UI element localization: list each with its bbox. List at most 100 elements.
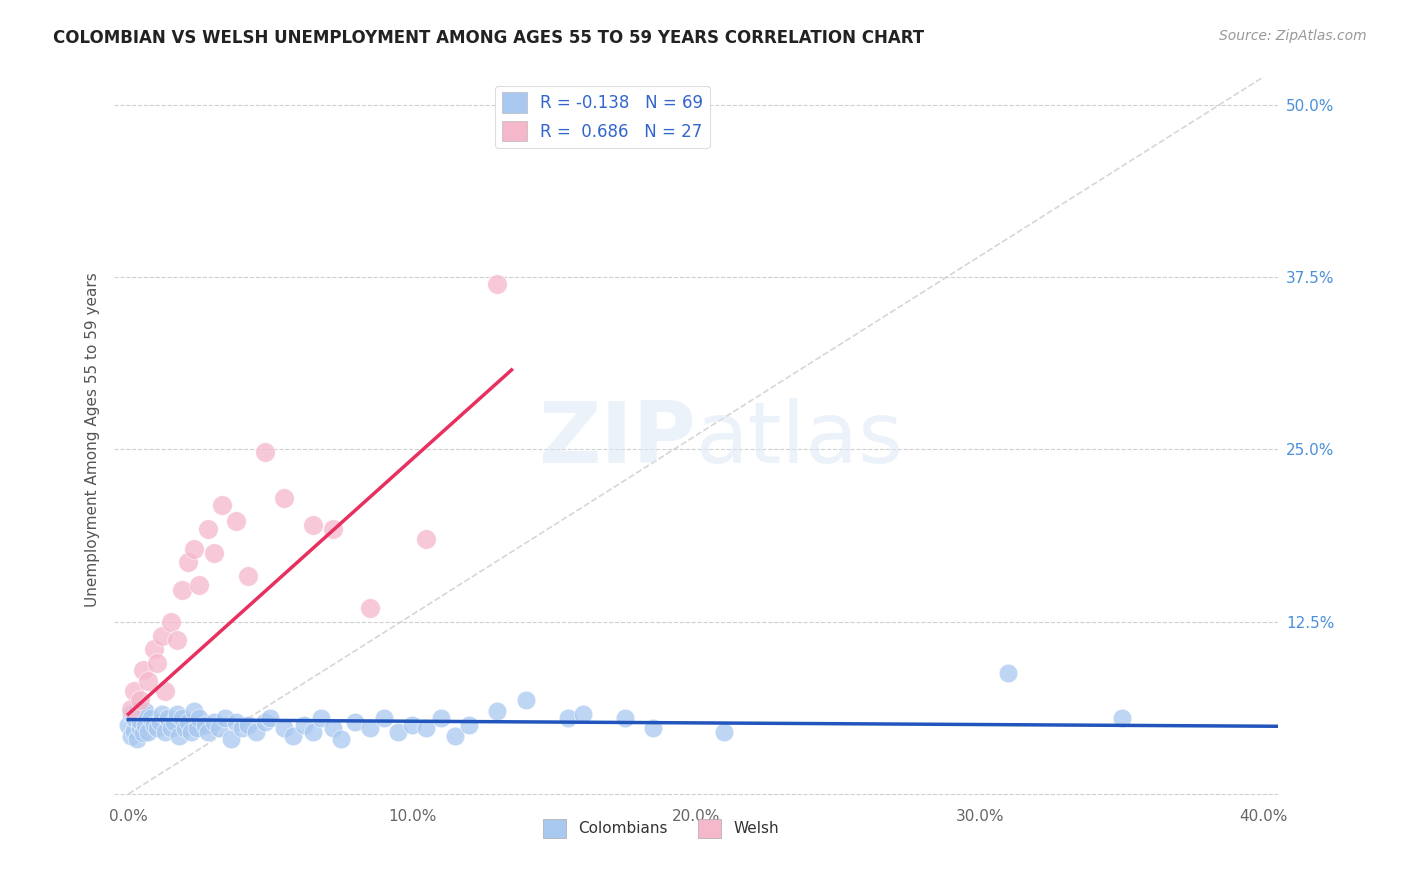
Point (160, 615, 183, 629)
Point (120, 701, 142, 715)
Point (225, 715, 247, 730)
Point (486, 704, 509, 718)
Point (302, 518, 325, 533)
Point (166, 707, 188, 722)
Point (125, 701, 148, 715)
Point (515, 693, 537, 707)
Point (997, 665, 1019, 680)
Point (211, 498, 233, 512)
Point (197, 523, 219, 537)
Point (273, 491, 295, 505)
Point (401, 718, 423, 732)
Point (373, 711, 395, 725)
Point (139, 711, 162, 725)
Point (155, 725, 177, 739)
Point (458, 718, 481, 732)
Text: ZIP: ZIP (538, 398, 696, 481)
Text: Source: ZipAtlas.com: Source: ZipAtlas.com (1219, 29, 1367, 43)
Point (202, 715, 225, 730)
Point (169, 729, 191, 743)
Point (145, 656, 167, 670)
Point (160, 721, 183, 735)
Point (292, 718, 315, 732)
Point (302, 725, 325, 739)
Point (136, 673, 159, 688)
Point (415, 721, 437, 735)
Point (120, 707, 142, 722)
Point (359, 601, 381, 615)
Point (387, 725, 409, 739)
Point (643, 721, 665, 735)
Point (117, 718, 139, 732)
Point (557, 711, 579, 725)
Point (188, 577, 211, 591)
Point (231, 721, 253, 735)
Point (359, 721, 381, 735)
Point (183, 704, 205, 718)
Point (152, 707, 174, 722)
Point (122, 711, 145, 725)
Point (571, 707, 593, 722)
Point (166, 632, 188, 647)
Point (128, 714, 150, 728)
Point (253, 715, 276, 730)
Point (322, 721, 344, 735)
Y-axis label: Unemployment Among Ages 55 to 59 years: Unemployment Among Ages 55 to 59 years (86, 272, 100, 607)
Point (186, 721, 208, 735)
Point (311, 711, 333, 725)
Point (163, 715, 186, 730)
Point (253, 445, 276, 459)
Point (344, 715, 367, 730)
Point (122, 683, 145, 698)
Point (136, 725, 159, 739)
Point (214, 711, 236, 725)
Point (281, 729, 304, 743)
Point (443, 729, 465, 743)
Point (157, 711, 180, 725)
Point (142, 718, 165, 732)
Point (202, 546, 225, 560)
Point (131, 707, 153, 722)
Point (1111, 711, 1133, 725)
Point (225, 514, 247, 528)
Point (180, 725, 202, 739)
Point (614, 711, 637, 725)
Point (131, 726, 153, 740)
Point (486, 277, 509, 292)
Point (125, 731, 148, 746)
Text: COLOMBIAN VS WELSH UNEMPLOYMENT AMONG AGES 55 TO 59 YEARS CORRELATION CHART: COLOMBIAN VS WELSH UNEMPLOYMENT AMONG AG… (53, 29, 925, 46)
Point (236, 718, 259, 732)
Point (208, 721, 231, 735)
Point (152, 628, 174, 642)
Text: atlas: atlas (696, 398, 904, 481)
Point (131, 663, 153, 677)
Point (188, 711, 211, 725)
Point (122, 723, 145, 738)
Point (429, 711, 451, 725)
Point (259, 711, 281, 725)
Point (172, 711, 194, 725)
Point (713, 725, 735, 739)
Point (322, 523, 344, 537)
Point (183, 541, 205, 556)
Point (172, 582, 194, 597)
Point (120, 729, 142, 743)
Legend: Colombians, Welsh: Colombians, Welsh (537, 813, 785, 844)
Point (219, 731, 242, 746)
Point (236, 569, 259, 583)
Point (134, 704, 156, 718)
Point (149, 715, 172, 730)
Point (134, 718, 156, 732)
Point (415, 532, 437, 546)
Point (194, 718, 217, 732)
Point (273, 721, 295, 735)
Point (197, 725, 219, 739)
Point (145, 721, 167, 735)
Point (155, 683, 177, 698)
Point (128, 693, 150, 707)
Point (142, 642, 165, 657)
Point (128, 721, 150, 735)
Point (177, 556, 200, 570)
Point (174, 721, 197, 735)
Point (245, 725, 267, 739)
